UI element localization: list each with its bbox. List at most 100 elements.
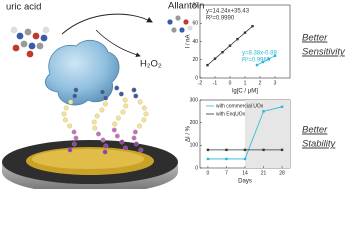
data-point xyxy=(213,57,217,60)
linker-bead xyxy=(94,113,100,119)
molecule-atom xyxy=(12,44,20,52)
y-tick-label: 60 xyxy=(192,21,198,27)
y-axis-label: I / nA xyxy=(186,34,192,48)
data-point xyxy=(243,157,247,161)
x-axis-label: lg[C / μM] xyxy=(232,89,258,95)
linker-bead xyxy=(122,97,128,103)
linker-bead xyxy=(103,143,109,149)
linker-bead xyxy=(143,111,149,117)
uric-acid-label: uric acid xyxy=(6,2,41,13)
linker-bead xyxy=(137,123,142,129)
shaded-region xyxy=(245,100,290,168)
stability-note: Stability xyxy=(302,139,337,150)
linker-bead xyxy=(72,93,78,99)
h2o2-label: H₂O₂ xyxy=(140,59,162,70)
h2o2-arrow xyxy=(95,29,141,58)
data-point xyxy=(225,148,228,152)
molecule-atom xyxy=(32,32,40,40)
y-tick-label: 200 xyxy=(190,120,199,126)
linker-bead xyxy=(100,89,105,95)
data-point xyxy=(206,63,209,67)
linker-bead xyxy=(131,135,137,141)
linker-bead xyxy=(123,145,128,151)
linker-bead xyxy=(114,133,120,139)
x-tick-label: -1 xyxy=(213,80,218,86)
y-tick-label: 100 xyxy=(190,143,199,149)
x-tick-label: 0 xyxy=(207,170,210,176)
linker-bead xyxy=(67,123,73,129)
x-tick-label: -2 xyxy=(198,80,203,86)
molecule-atom xyxy=(42,26,50,34)
molecule-atom xyxy=(40,34,48,42)
data-point xyxy=(280,105,284,108)
x-tick-label: 7 xyxy=(225,170,228,176)
molecule-atom xyxy=(167,19,173,25)
linker-bead xyxy=(73,87,79,93)
linker-bead xyxy=(63,117,68,123)
linker-bead xyxy=(141,105,147,111)
linker-bead xyxy=(132,129,138,135)
data-point xyxy=(243,31,247,34)
y-tick-label: 40 xyxy=(192,39,198,45)
gold-highlight xyxy=(32,149,144,169)
molecule-atom xyxy=(16,32,24,40)
series-line xyxy=(256,55,276,66)
data-point xyxy=(280,148,284,152)
allantoin-label: Allantoin xyxy=(168,1,204,12)
linker-bead xyxy=(112,121,118,127)
molecule-atom xyxy=(10,26,18,34)
x-tick-label: 14 xyxy=(242,170,248,176)
linker-bead xyxy=(91,119,97,125)
linker-bead xyxy=(99,107,105,113)
linker-bead xyxy=(68,99,74,105)
y-tick-label: 0 xyxy=(195,165,198,171)
molecule-atom xyxy=(28,42,36,50)
linker-bead xyxy=(120,109,126,115)
data-point xyxy=(228,44,232,47)
linker-bead xyxy=(92,125,98,131)
molecule-atom xyxy=(187,25,193,31)
sensitivity-note: Sensitivity xyxy=(302,47,346,58)
data-point xyxy=(262,110,265,113)
linker-bead xyxy=(138,147,144,153)
linker-bead xyxy=(141,117,147,123)
linker-bead xyxy=(71,141,77,147)
sensitivity-note: Better xyxy=(302,33,328,44)
linker-bead xyxy=(96,131,101,137)
linker-bead xyxy=(102,149,108,155)
molecule-atom xyxy=(26,50,34,58)
equation: y=14.24x+35.43 xyxy=(206,9,250,15)
x-tick-label: 3 xyxy=(274,80,277,86)
legend-label: with commercial UOx xyxy=(216,103,264,109)
data-point xyxy=(206,148,210,152)
linker-bead xyxy=(123,103,129,109)
molecule-atom xyxy=(20,40,28,48)
x-tick-label: 2 xyxy=(259,80,262,86)
data-point xyxy=(206,157,210,161)
molecule-atom xyxy=(179,27,185,33)
data-point xyxy=(262,148,265,152)
linker-bead xyxy=(119,139,125,145)
x-axis-label: Days xyxy=(238,179,252,185)
molecule-atom xyxy=(24,28,32,36)
data-point xyxy=(236,37,239,41)
stability-note: Better xyxy=(302,125,328,136)
data-point xyxy=(267,57,271,61)
illustration: uric acid Allantoin H₂O₂ xyxy=(2,1,204,189)
x-tick-label: 0 xyxy=(229,80,232,86)
linker-bead xyxy=(118,91,124,97)
x-tick-label: 1 xyxy=(244,80,247,86)
linker-bead xyxy=(114,85,120,91)
linker-bead xyxy=(115,115,121,121)
linker-bead xyxy=(103,95,109,101)
enzyme xyxy=(44,39,120,106)
molecule-atom xyxy=(36,42,44,50)
data-point xyxy=(255,63,259,67)
linker-bead xyxy=(73,135,79,141)
graphical-abstract: uric acid Allantoin H₂O₂ Better Sensitiv… xyxy=(2,1,346,189)
linker-bead xyxy=(133,93,139,99)
linker-bead xyxy=(111,127,117,133)
linker-bead xyxy=(131,87,137,93)
y-tick-label: 0 xyxy=(195,75,198,81)
x-tick-label: 28 xyxy=(279,170,285,176)
